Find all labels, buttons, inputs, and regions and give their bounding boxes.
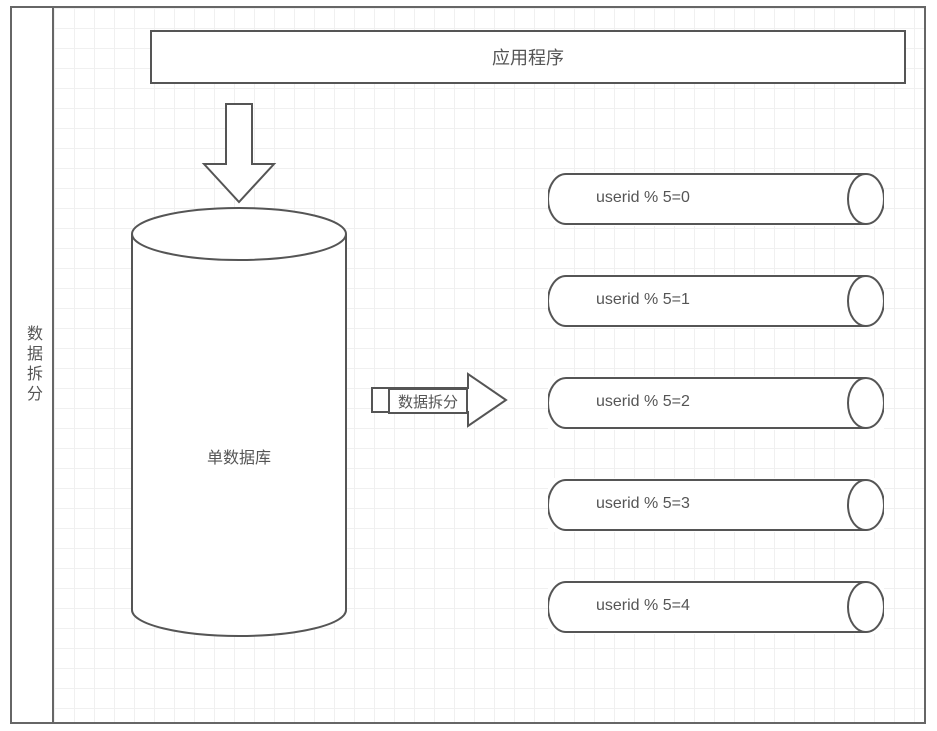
shard-cylinder: userid % 5=2 <box>548 376 884 430</box>
shard-label: userid % 5=1 <box>596 291 690 309</box>
shard-cylinder: userid % 5=3 <box>548 478 884 532</box>
data-split-label: 数据拆分 <box>398 391 458 412</box>
data-split-label-box: 数据拆分 <box>388 388 468 414</box>
single-database-label: 单数据库 <box>130 444 348 468</box>
application-box: 应用程序 <box>150 30 906 84</box>
shard-label: userid % 5=0 <box>596 189 690 207</box>
shard-label: userid % 5=2 <box>596 393 690 411</box>
shard-label: userid % 5=3 <box>596 495 690 513</box>
shard-cylinder: userid % 5=4 <box>548 580 884 634</box>
title-strip: 数据拆分 <box>12 8 54 722</box>
shard-label: userid % 5=4 <box>596 597 690 615</box>
application-label: 应用程序 <box>492 44 564 70</box>
diagram-canvas: 数据拆分 应用程序 单数据库 数据拆分 userid % 5=0 userid %… <box>0 0 937 731</box>
shard-cylinder: userid % 5=1 <box>548 274 884 328</box>
title-label: 数据拆分 <box>20 325 44 405</box>
single-database-cylinder: 单数据库 <box>130 206 348 638</box>
arrow-down-icon <box>200 102 280 206</box>
shard-cylinder: userid % 5=0 <box>548 172 884 226</box>
